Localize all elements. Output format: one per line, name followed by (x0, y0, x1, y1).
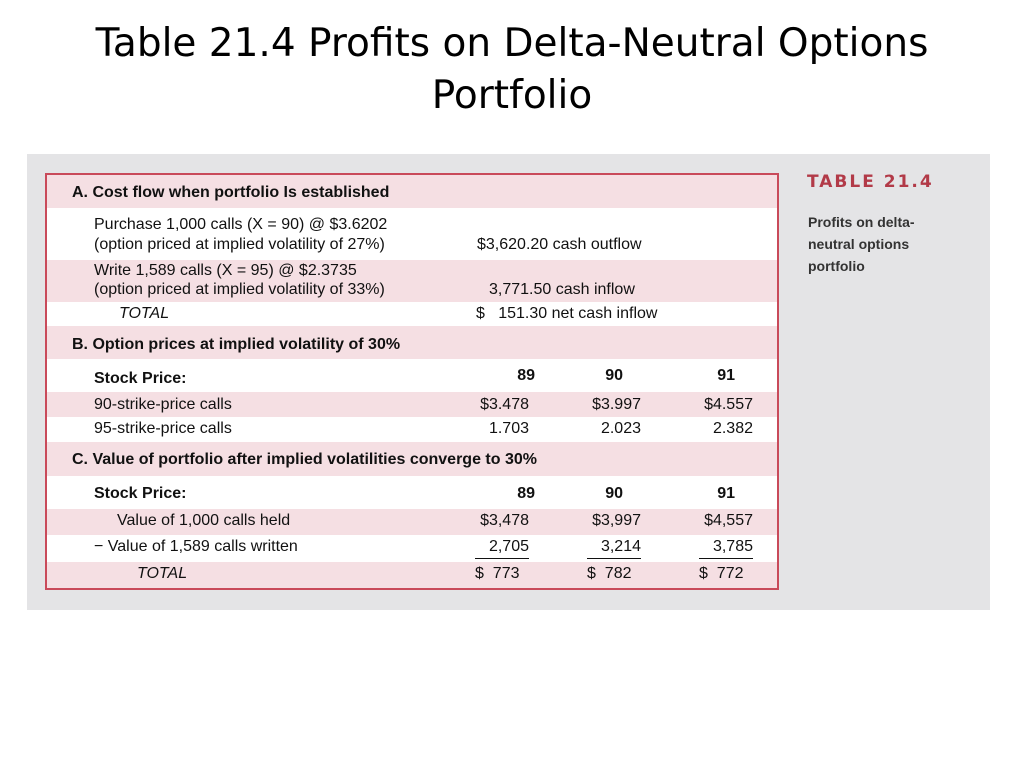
stock-price-header: 89 (517, 367, 535, 384)
row-label: 95-strike-price calls (94, 420, 232, 437)
purchase-line-1: Purchase 1,000 calls (X = 90) @ $3.6202 (94, 216, 388, 233)
total-cell: $ 782 (587, 565, 632, 582)
table-cell: 1.703 (488, 420, 529, 437)
table-row: 95-strike-price calls 1.703 2.023 2.382 (47, 417, 777, 442)
section-c-heading: C. Value of portfolio after implied vola… (72, 451, 537, 468)
total-cell: $ 772 (699, 565, 744, 582)
total-cell: $ 773 (475, 565, 520, 582)
table-row: Purchase 1,000 calls (X = 90) @ $3.6202 … (47, 208, 777, 260)
section-a-header: A. Cost flow when portfolio Is establish… (47, 175, 777, 208)
caption-line: neutral options (808, 236, 910, 252)
profits-table: A. Cost flow when portfolio Is establish… (45, 173, 779, 590)
section-b-header: B. Option prices at implied volatility o… (47, 326, 777, 359)
table-cell: 2.023 (600, 420, 641, 437)
table-row: TOTAL $ 151.30 net cash inflow (47, 302, 777, 326)
stock-price-header: 89 (517, 485, 535, 502)
purchase-value: $3,620.20 cash outflow (477, 236, 642, 253)
table-row: Write 1,589 calls (X = 95) @ $2.3735 (op… (47, 260, 777, 302)
table-row: TOTAL $ 773 $ 782 $ 772 (47, 562, 777, 588)
stock-price-header: 90 (605, 367, 623, 384)
table-cell: $3.997 (592, 396, 641, 413)
table-row: Stock Price: 89 90 91 (47, 476, 777, 509)
stock-price-header: 91 (717, 485, 735, 502)
section-a-total-label: TOTAL (119, 305, 170, 322)
table-row: − Value of 1,589 calls written 2,705 3,2… (47, 535, 777, 562)
table-cell: $4.557 (704, 396, 753, 413)
write-value: 3,771.50 cash inflow (489, 281, 635, 298)
section-c-header: C. Value of portfolio after implied vola… (47, 442, 777, 476)
section-a-total-value: $ 151.30 net cash inflow (476, 305, 658, 322)
stock-price-header: 90 (605, 485, 623, 502)
caption-line: Profits on delta- (808, 214, 915, 230)
stock-price-header: 91 (717, 367, 735, 384)
row-label: Value of 1,000 calls held (117, 512, 291, 529)
slide-title: Table 21.4 Profits on Delta-Neutral Opti… (40, 18, 984, 122)
stock-price-label: Stock Price: (94, 485, 187, 502)
table-cell: $3.478 (480, 396, 529, 413)
table-row: 90-strike-price calls $3.478 $3.997 $4.5… (47, 392, 777, 417)
purchase-line-2: (option priced at implied volatility of … (94, 236, 385, 253)
section-b-heading: B. Option prices at implied volatility o… (72, 336, 401, 353)
section-c-total-label: TOTAL (137, 565, 188, 582)
title-line-2: Portfolio (431, 73, 593, 118)
table-number: TABLE 21.4 (807, 172, 934, 192)
table-cell: $4,557 (704, 512, 753, 529)
write-line-2: (option priced at implied volatility of … (94, 281, 385, 298)
table-row: Stock Price: 89 90 91 (47, 359, 777, 392)
table-cell: 2,705 (475, 538, 529, 559)
table-cell: $3,478 (480, 512, 529, 529)
write-line-1: Write 1,589 calls (X = 95) @ $2.3735 (94, 262, 357, 279)
table-row: Value of 1,000 calls held $3,478 $3,997 … (47, 509, 777, 535)
row-label: 90-strike-price calls (94, 396, 232, 413)
table-cell: 3,214 (587, 538, 641, 559)
stock-price-label: Stock Price: (94, 370, 187, 387)
row-label: − Value of 1,589 calls written (94, 538, 298, 555)
caption-line: portfolio (808, 258, 865, 274)
section-a-heading: A. Cost flow when portfolio Is establish… (72, 184, 390, 201)
table-cell: $3,997 (592, 512, 641, 529)
table-cell: 2.382 (712, 420, 753, 437)
table-cell: 3,785 (699, 538, 753, 559)
title-line-1: Table 21.4 Profits on Delta-Neutral Opti… (95, 21, 929, 66)
table-caption: Profits on delta- neutral options portfo… (808, 211, 958, 277)
